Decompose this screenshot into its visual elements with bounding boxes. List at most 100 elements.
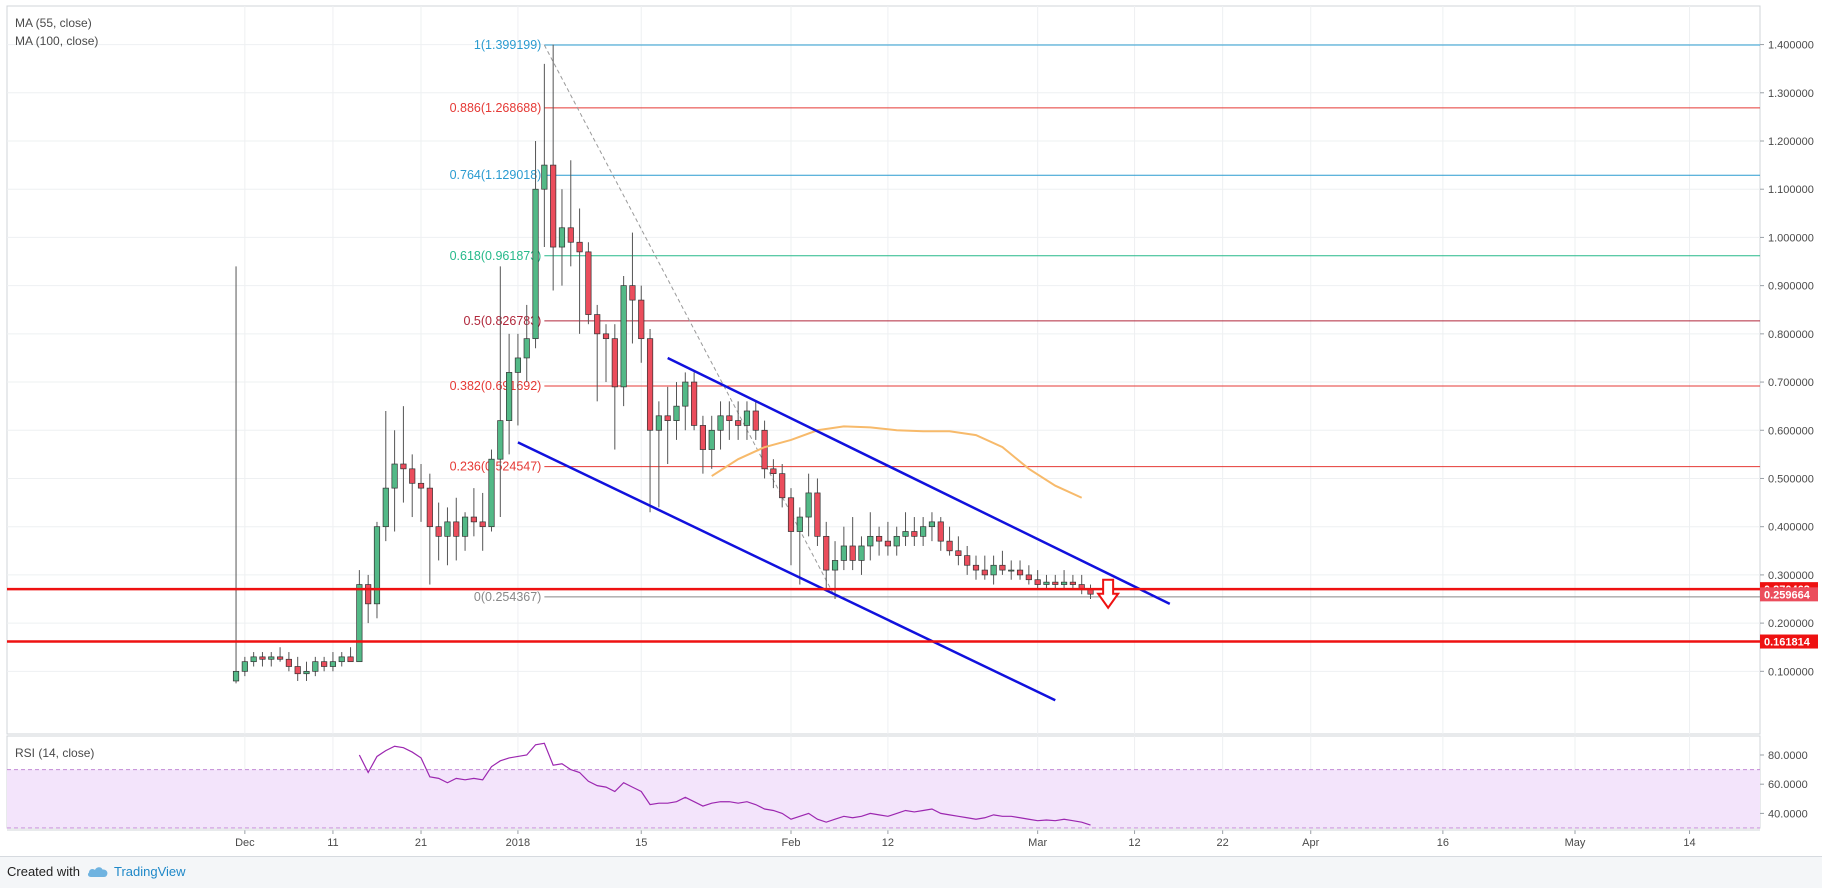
candle-body[interactable]	[1034, 579, 1041, 585]
candle-body[interactable]	[814, 492, 821, 537]
candle-body[interactable]	[479, 521, 486, 528]
candle-body[interactable]	[1069, 581, 1076, 585]
candle-body[interactable]	[884, 540, 891, 547]
candle-body[interactable]	[1043, 581, 1050, 585]
candle-body[interactable]	[417, 482, 425, 489]
candle-body[interactable]	[259, 656, 266, 660]
candle-body[interactable]	[514, 357, 522, 373]
candle-body[interactable]	[682, 381, 689, 407]
candle-body[interactable]	[928, 521, 936, 528]
candle-body[interactable]	[1008, 569, 1015, 572]
candle-body[interactable]	[276, 656, 284, 660]
candle-body[interactable]	[347, 656, 354, 663]
candle-body[interactable]	[382, 487, 389, 528]
candle-body[interactable]	[461, 516, 469, 537]
candle-body[interactable]	[858, 545, 865, 561]
candle-body[interactable]	[312, 661, 319, 672]
candle-body[interactable]	[435, 526, 442, 537]
candle-body[interactable]	[365, 584, 372, 605]
candle-body[interactable]	[602, 333, 610, 340]
candle-body[interactable]	[453, 521, 460, 537]
tradingview-link[interactable]: TradingView	[114, 864, 186, 879]
candle-body[interactable]	[946, 540, 953, 552]
candle-body[interactable]	[655, 415, 662, 431]
candle-body[interactable]	[691, 381, 698, 426]
candle-body[interactable]	[620, 285, 627, 388]
candle-body[interactable]	[329, 661, 337, 667]
candle-body[interactable]	[497, 420, 504, 460]
candle-body[interactable]	[321, 661, 328, 667]
candle-body[interactable]	[673, 405, 680, 421]
candle-body[interactable]	[611, 338, 618, 388]
candle-body[interactable]	[708, 429, 715, 450]
candle-body[interactable]	[550, 164, 557, 248]
candle-body[interactable]	[867, 535, 874, 547]
trading-chart[interactable]: 1.400000 1.300000 1.200000 1.100000 1.000000…	[0, 0, 1822, 856]
candle-body[interactable]	[699, 425, 706, 450]
candle-body[interactable]	[779, 473, 786, 499]
candle-body[interactable]	[999, 564, 1006, 571]
candle-body[interactable]	[338, 656, 345, 663]
candle-body[interactable]	[506, 372, 513, 421]
candle-body[interactable]	[373, 526, 381, 605]
candle-body[interactable]	[1016, 569, 1024, 576]
candle-body[interactable]	[567, 227, 574, 243]
rsi-panel[interactable]: 80.0000 60.0000 40.0000	[6, 735, 1808, 829]
candle-body[interactable]	[796, 516, 803, 532]
candle-body[interactable]	[470, 516, 477, 523]
candle-body[interactable]	[911, 531, 918, 537]
candle-body[interactable]	[849, 545, 856, 561]
candle-body[interactable]	[761, 429, 768, 470]
candle-body[interactable]	[937, 521, 944, 542]
candle-body[interactable]	[400, 463, 407, 470]
channel-lower-line[interactable]	[517, 441, 1056, 702]
channel-upper-line[interactable]	[667, 356, 1171, 605]
candle-body[interactable]	[823, 535, 830, 571]
candle-body[interactable]	[294, 666, 301, 675]
candle-body[interactable]	[920, 526, 927, 537]
candle-body[interactable]	[964, 555, 971, 566]
candle-body[interactable]	[558, 227, 566, 248]
candle-body[interactable]	[409, 468, 416, 484]
candle-body[interactable]	[972, 564, 980, 571]
candle-body[interactable]	[1025, 574, 1032, 581]
candle-body[interactable]	[303, 670, 310, 675]
candle-body[interactable]	[523, 338, 530, 359]
candle-body[interactable]	[391, 463, 398, 489]
candle-body[interactable]	[717, 415, 724, 431]
candle-body[interactable]	[840, 545, 847, 561]
candle-body[interactable]	[893, 535, 900, 547]
candle-body[interactable]	[646, 338, 654, 431]
price-panel[interactable]: 1.400000 1.300000 1.200000 1.100000 1.000000…	[6, 5, 1814, 735]
candle-body[interactable]	[752, 410, 759, 431]
candle-body[interactable]	[735, 420, 742, 426]
candle-body[interactable]	[232, 670, 240, 682]
candle-body[interactable]	[664, 415, 671, 421]
candle-body[interactable]	[285, 658, 292, 667]
candle-body[interactable]	[876, 535, 883, 542]
candle-body[interactable]	[955, 550, 962, 556]
time-axis[interactable]: Dec 11 21 2018 15 Feb 12 Mar 12 22 Apr 16 May 14	[7, 829, 1760, 849]
candle-body[interactable]	[1052, 581, 1059, 585]
candle-body[interactable]	[743, 410, 751, 426]
candle-body[interactable]	[726, 415, 733, 421]
candle-body[interactable]	[532, 188, 539, 340]
candle-body[interactable]	[805, 492, 812, 518]
candle-body[interactable]	[426, 487, 433, 528]
candle-body[interactable]	[576, 241, 583, 253]
candle-body[interactable]	[356, 584, 363, 663]
candle-body[interactable]	[585, 251, 592, 315]
candle-body[interactable]	[990, 564, 997, 576]
candle-body[interactable]	[444, 521, 451, 537]
candle-body[interactable]	[831, 560, 839, 571]
candle-body[interactable]	[638, 299, 645, 340]
candle-body[interactable]	[770, 468, 777, 475]
candle-body[interactable]	[541, 164, 548, 190]
candle-body[interactable]	[594, 314, 601, 335]
candle-body[interactable]	[268, 656, 275, 660]
candle-body[interactable]	[629, 285, 636, 301]
candle-body[interactable]	[250, 656, 257, 663]
candle-body[interactable]	[981, 569, 988, 576]
candle-body[interactable]	[488, 458, 495, 528]
candle-body[interactable]	[787, 497, 795, 532]
